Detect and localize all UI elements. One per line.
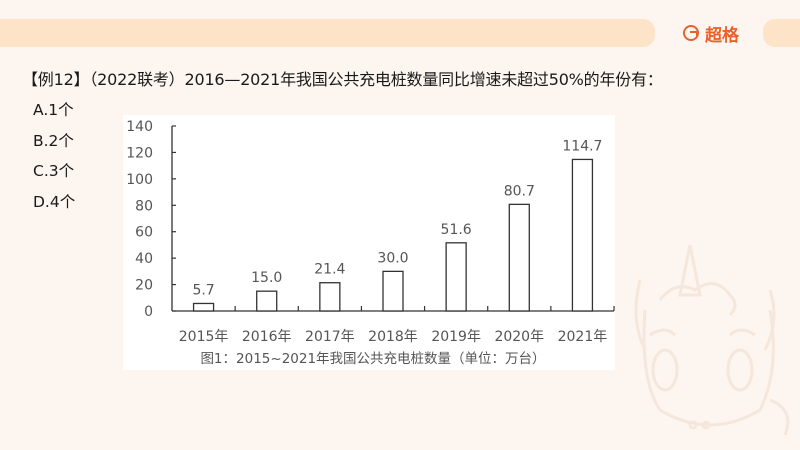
option-c[interactable]: C.3个 [33,162,75,180]
bar [192,302,215,312]
option-d[interactable]: D.4个 [33,192,76,211]
bar-value-label: 21.4 [314,262,345,278]
x-category-label: 2016年 [242,329,292,345]
header-pill [763,19,800,47]
x-category-label: 2015年 [179,329,229,345]
option-a[interactable]: A.1个 [33,101,74,119]
y-tick-label: 60 [135,225,153,241]
bar [382,270,404,312]
chart-canvas: 0 20 40 60 80 100 120 140 5.7 2015年 15.0 2016年 21.4 2… [126,119,615,367]
unicorn-mascot-icon [634,244,790,436]
bar [256,290,278,312]
bar [571,158,594,312]
bar [445,242,467,312]
header-bar [0,19,655,47]
bar-value-label: 80.7 [504,183,535,199]
g-logo-icon [683,25,699,41]
x-category-label: 2020年 [494,329,544,345]
y-tick-label: 0 [144,304,153,320]
y-tick-label: 140 [126,119,153,135]
bar-value-label: 30.0 [377,250,408,266]
bar-value-label: 5.7 [192,282,214,298]
y-tick-label: 20 [135,278,153,294]
bar [508,203,530,312]
bar-chart: 0 20 40 60 80 100 120 140 5.7 2015年 15.0 2016年 21.4 2… [123,115,615,370]
x-category-label: 2021年 [558,329,608,345]
bar [319,282,341,312]
y-tick-label: 120 [126,145,153,161]
y-tick-label: 80 [135,198,153,214]
brand-name: 超格 [705,25,739,46]
x-category-label: 2018年 [368,329,418,345]
option-b[interactable]: B.2个 [33,131,74,150]
x-category-label: 2019年 [431,329,481,345]
bar-value-label: 114.7 [562,138,602,154]
answer-options: A.1个 B.2个 C.3个 D.4个 [33,99,75,221]
x-category-label: 2017年 [305,329,355,345]
bar-value-label: 51.6 [441,222,472,238]
y-tick-label: 40 [135,251,153,267]
brand-logo: 超格 [683,21,739,46]
y-tick-label: 100 [126,172,153,188]
chart-title: 图1：2015~2021年我国公共充电桩数量（单位：万台） [200,351,545,367]
question-text: 【例12】（2022联考）2016—2021年我国公共充电桩数量同比增速未超过5… [22,70,663,89]
bar-value-label: 15.0 [251,270,282,286]
